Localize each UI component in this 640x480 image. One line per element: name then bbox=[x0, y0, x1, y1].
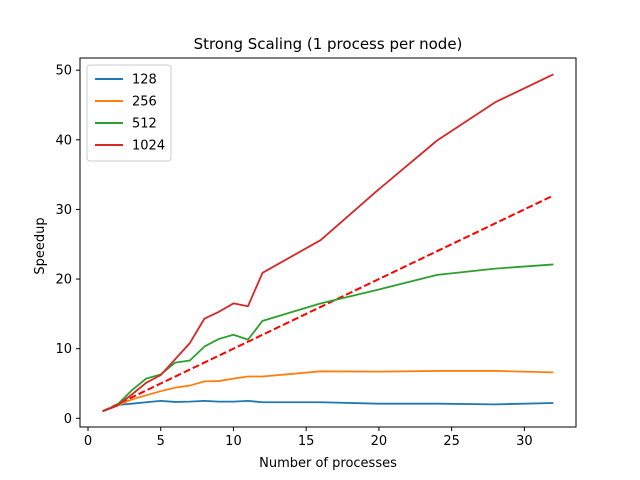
y-axis-ticks: 0 10 20 30 40 50 bbox=[55, 64, 80, 427]
y-tick-label: 20 bbox=[55, 273, 72, 288]
series-lines bbox=[102, 73, 554, 413]
axes-frame bbox=[79, 57, 577, 428]
series-line-512 bbox=[102, 263, 554, 413]
y-tick-label: 40 bbox=[55, 133, 72, 148]
x-tick-label: 5 bbox=[157, 434, 165, 449]
chart-title: Strong Scaling (1 process per node) bbox=[194, 35, 463, 53]
y-tick-label: 10 bbox=[55, 342, 72, 357]
x-tick-label: 10 bbox=[225, 434, 242, 449]
y-tick-label: 50 bbox=[55, 64, 72, 79]
x-tick-label: 25 bbox=[443, 434, 460, 449]
x-axis-ticks: 0 5 10 15 20 25 30 bbox=[84, 427, 533, 449]
ideal-speedup-line bbox=[102, 194, 554, 413]
x-axis-label: Number of processes bbox=[259, 456, 397, 471]
legend-box bbox=[86, 64, 172, 162]
x-tick-label: 20 bbox=[371, 434, 388, 449]
x-tick-label: 30 bbox=[516, 434, 533, 449]
legend-label-256: 256 bbox=[132, 95, 157, 110]
y-tick-label: 0 bbox=[64, 412, 72, 427]
legend: 128 256 512 1024 bbox=[86, 64, 172, 162]
x-tick-label: 0 bbox=[84, 434, 92, 449]
legend-label-1024: 1024 bbox=[132, 139, 165, 154]
legend-label-128: 128 bbox=[132, 73, 157, 88]
x-tick-label: 15 bbox=[298, 434, 315, 449]
y-axis-label: Speedup bbox=[33, 217, 48, 274]
series-line-256 bbox=[102, 370, 554, 413]
plot-area bbox=[79, 57, 577, 428]
series-line-1024 bbox=[102, 73, 554, 413]
y-tick-label: 30 bbox=[55, 203, 72, 218]
series-line-128 bbox=[102, 399, 554, 413]
legend-label-512: 512 bbox=[132, 117, 157, 132]
